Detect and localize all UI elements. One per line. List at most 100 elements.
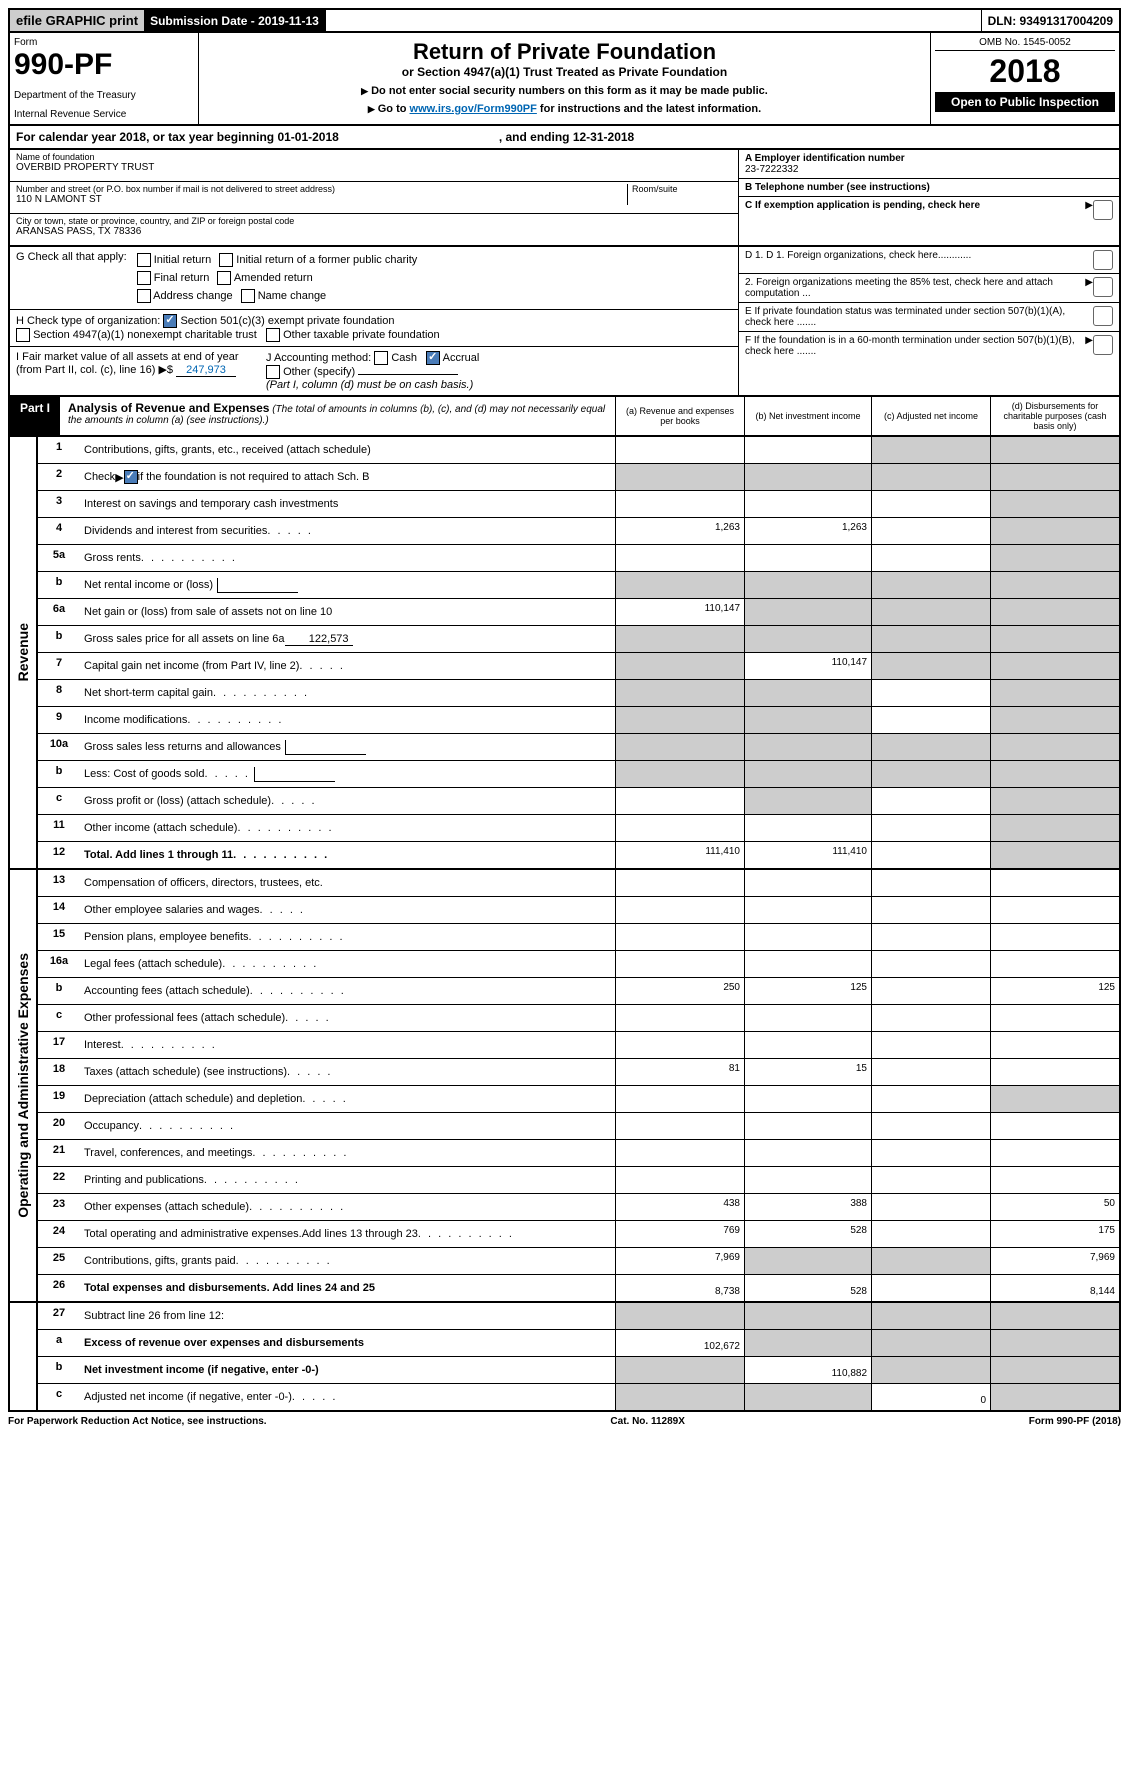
amended-label: Amended return [234, 272, 313, 284]
row-27b: bNet investment income (if negative, ent… [38, 1357, 1119, 1384]
g-label: G Check all that apply: [16, 251, 127, 263]
f-text: F If the foundation is in a 60-month ter… [745, 335, 1085, 357]
exemption-box: C If exemption application is pending, c… [739, 197, 1119, 223]
row-16a: 16aLegal fees (attach schedule) [38, 951, 1119, 978]
row-23: 23Other expenses (attach schedule)438388… [38, 1194, 1119, 1221]
name-change-label: Name change [258, 290, 327, 302]
row-8: 8Net short-term capital gain [38, 680, 1119, 707]
part-1-label: Part I [10, 397, 60, 435]
e-row: E If private foundation status was termi… [739, 303, 1119, 332]
exemption-checkbox[interactable] [1093, 200, 1113, 220]
row-27c: cAdjusted net income (if negative, enter… [38, 1384, 1119, 1410]
d1-checkbox[interactable] [1093, 250, 1113, 270]
initial-former-checkbox[interactable] [219, 253, 233, 267]
accrual-label: Accrual [443, 352, 480, 364]
row-14: 14Other employee salaries and wages [38, 897, 1119, 924]
room-label: Room/suite [632, 184, 732, 194]
amended-checkbox[interactable] [217, 271, 231, 285]
4947-checkbox[interactable] [16, 328, 30, 342]
cash-checkbox[interactable] [374, 351, 388, 365]
irs-link[interactable]: www.irs.gov/Form990PF [410, 103, 537, 115]
tax-year: 2018 [935, 51, 1115, 92]
initial-return-checkbox[interactable] [137, 253, 151, 267]
spacer [326, 10, 982, 31]
row-1: 1Contributions, gifts, grants, etc., rec… [38, 437, 1119, 464]
col-b-header: (b) Net investment income [744, 397, 871, 435]
row-5b: bNet rental income or (loss) [38, 572, 1119, 599]
initial-return-label: Initial return [154, 254, 211, 266]
row-19: 19Depreciation (attach schedule) and dep… [38, 1086, 1119, 1113]
initial-former-label: Initial return of a former public charit… [236, 254, 417, 266]
summary-table: 27Subtract line 26 from line 12: aExcess… [8, 1303, 1121, 1412]
city-value: ARANSAS PASS, TX 78336 [16, 226, 732, 237]
501c3-label: Section 501(c)(3) exempt private foundat… [180, 315, 394, 327]
phone-label: B Telephone number (see instructions) [745, 182, 930, 193]
page-footer: For Paperwork Reduction Act Notice, see … [8, 1412, 1121, 1431]
row-5a: 5aGross rents [38, 545, 1119, 572]
other-method-checkbox[interactable] [266, 365, 280, 379]
accrual-checkbox[interactable] [426, 351, 440, 365]
d2-text: 2. Foreign organizations meeting the 85%… [745, 277, 1085, 299]
row-10a: 10aGross sales less returns and allowanc… [38, 734, 1119, 761]
j-note: (Part I, column (d) must be on cash basi… [266, 379, 473, 391]
sch-b-checkbox[interactable] [124, 470, 138, 484]
row-12: 12Total. Add lines 1 through 11111,41011… [38, 842, 1119, 868]
exemption-label: C If exemption application is pending, c… [745, 200, 1085, 220]
501c3-checkbox[interactable] [163, 314, 177, 328]
foundation-info: Name of foundation OVERBID PROPERTY TRUS… [8, 150, 1121, 247]
header-left: Form 990-PF Department of the Treasury I… [10, 33, 199, 124]
row-16c: cOther professional fees (attach schedul… [38, 1005, 1119, 1032]
efile-label: efile GRAPHIC print [10, 10, 144, 31]
h-check-row: H Check type of organization: Section 50… [10, 310, 738, 347]
name-box: Name of foundation OVERBID PROPERTY TRUS… [10, 150, 738, 182]
calendar-year-row: For calendar year 2018, or tax year begi… [8, 126, 1121, 150]
arrow-icon: ▶ [1085, 335, 1093, 357]
address-box: Number and street (or P.O. box number if… [10, 182, 738, 214]
check-left: G Check all that apply: Initial return I… [10, 247, 739, 395]
col-a-header: (a) Revenue and expenses per books [615, 397, 744, 435]
row-9: 9Income modifications [38, 707, 1119, 734]
final-return-checkbox[interactable] [137, 271, 151, 285]
row-25: 25Contributions, gifts, grants paid7,969… [38, 1248, 1119, 1275]
calendar-begin: For calendar year 2018, or tax year begi… [16, 130, 339, 144]
form-word: Form [14, 37, 194, 48]
row-16b: bAccounting fees (attach schedule)250125… [38, 978, 1119, 1005]
cash-label: Cash [391, 352, 417, 364]
header-right: OMB No. 1545-0052 2018 Open to Public In… [930, 33, 1119, 124]
room-box: Room/suite [627, 184, 732, 205]
check-right: D 1. D 1. Foreign organizations, check h… [739, 247, 1119, 395]
info-left: Name of foundation OVERBID PROPERTY TRUS… [10, 150, 739, 245]
submission-date: Submission Date - 2019-11-13 [144, 10, 326, 31]
name-change-checkbox[interactable] [241, 289, 255, 303]
arrow-icon: ▶ [1085, 200, 1093, 220]
e-checkbox[interactable] [1093, 306, 1113, 326]
calendar-end: , and ending 12-31-2018 [499, 130, 634, 144]
arrow-icon: ▶ [115, 471, 123, 484]
j-label: J Accounting method: [266, 352, 371, 364]
row-11: 11Other income (attach schedule) [38, 815, 1119, 842]
row-22: 22Printing and publications [38, 1167, 1119, 1194]
row-10b: bLess: Cost of goods sold [38, 761, 1119, 788]
d1-row: D 1. D 1. Foreign organizations, check h… [739, 247, 1119, 274]
part-1-desc: Analysis of Revenue and Expenses (The to… [60, 397, 615, 435]
d2-row: 2. Foreign organizations meeting the 85%… [739, 274, 1119, 303]
instruction-2: Go to www.irs.gov/Form990PF for instruct… [205, 103, 924, 115]
instruction-1: Do not enter social security numbers on … [205, 85, 924, 97]
check-section: G Check all that apply: Initial return I… [8, 247, 1121, 397]
city-label: City or town, state or province, country… [16, 216, 732, 226]
ein-label: A Employer identification number [745, 153, 905, 164]
f-checkbox[interactable] [1093, 335, 1113, 355]
d2-checkbox[interactable] [1093, 277, 1113, 297]
row-27a: aExcess of revenue over expenses and dis… [38, 1330, 1119, 1357]
foundation-name: OVERBID PROPERTY TRUST [16, 162, 732, 173]
phone-box: B Telephone number (see instructions) [739, 179, 1119, 197]
expenses-side-label: Operating and Administrative Expenses [10, 870, 38, 1301]
expenses-table: Operating and Administrative Expenses 13… [8, 870, 1121, 1303]
arrow-icon: ▶ [158, 364, 166, 376]
irs: Internal Revenue Service [14, 109, 194, 120]
other-taxable-checkbox[interactable] [266, 328, 280, 342]
other-method-label: Other (specify) [283, 366, 355, 378]
part-1-header: Part I Analysis of Revenue and Expenses … [8, 397, 1121, 437]
address-change-checkbox[interactable] [137, 289, 151, 303]
final-return-label: Final return [154, 272, 210, 284]
